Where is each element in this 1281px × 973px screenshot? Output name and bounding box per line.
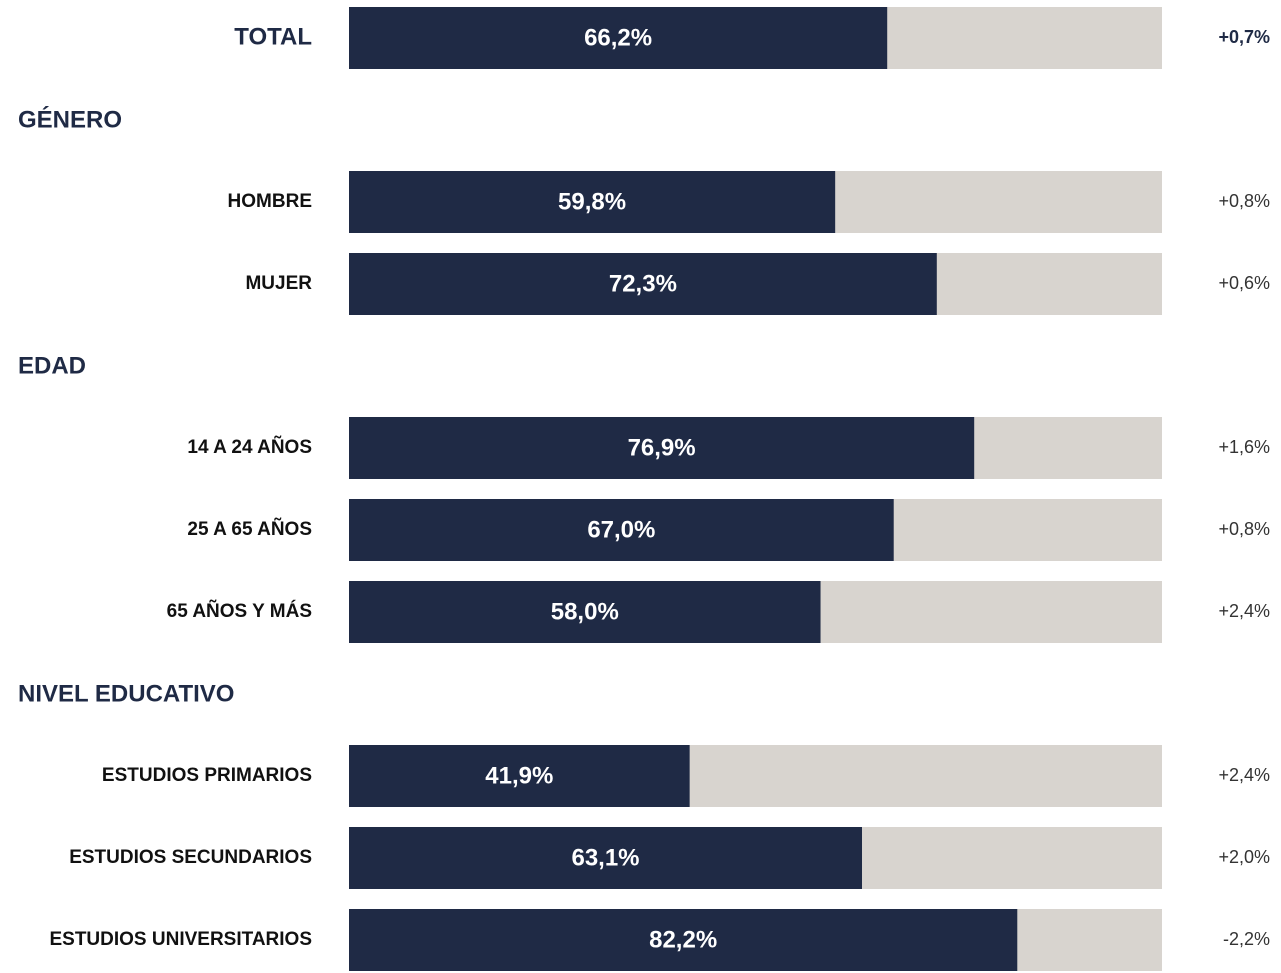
section-heading: EDAD xyxy=(18,352,86,379)
bar xyxy=(349,581,821,643)
value-label: 72,3% xyxy=(609,270,677,297)
bar xyxy=(349,745,690,807)
row-label: MUJER xyxy=(245,273,312,294)
value-label: 63,1% xyxy=(571,844,639,871)
row-label: ESTUDIOS PRIMARIOS xyxy=(102,765,312,786)
row-label: 65 AÑOS Y MÁS xyxy=(167,600,312,622)
value-label: 41,9% xyxy=(485,762,553,789)
row-label: HOMBRE xyxy=(228,191,312,212)
bar xyxy=(349,827,863,889)
value-label: 76,9% xyxy=(628,434,696,461)
value-label: 58,0% xyxy=(551,598,619,625)
bar xyxy=(349,171,836,233)
value-label: 59,8% xyxy=(558,188,626,215)
change-label: +2,4% xyxy=(1218,601,1270,621)
row-label: TOTAL xyxy=(234,23,312,50)
bar xyxy=(349,909,1018,971)
value-label: 67,0% xyxy=(587,516,655,543)
section-heading: GÉNERO xyxy=(18,105,122,133)
change-label: +1,6% xyxy=(1218,437,1270,457)
section-heading: NIVEL EDUCATIVO xyxy=(18,680,234,707)
bar xyxy=(349,417,975,479)
value-label: 66,2% xyxy=(584,24,652,51)
row-label: 14 A 24 AÑOS xyxy=(187,436,312,458)
change-label: -2,2% xyxy=(1223,929,1270,949)
row-label: 25 A 65 AÑOS xyxy=(187,518,312,540)
change-label: +0,8% xyxy=(1218,191,1270,211)
change-label: +0,8% xyxy=(1218,519,1270,539)
row-label: ESTUDIOS SECUNDARIOS xyxy=(69,847,312,868)
change-label: +0,6% xyxy=(1218,273,1270,293)
change-label: +0,7% xyxy=(1218,27,1270,47)
bar xyxy=(349,7,888,69)
bar xyxy=(349,499,894,561)
value-label: 82,2% xyxy=(649,926,717,953)
change-label: +2,4% xyxy=(1218,765,1270,785)
bar xyxy=(349,253,937,315)
row-label: ESTUDIOS UNIVERSITARIOS xyxy=(49,929,312,950)
change-label: +2,0% xyxy=(1218,847,1270,867)
